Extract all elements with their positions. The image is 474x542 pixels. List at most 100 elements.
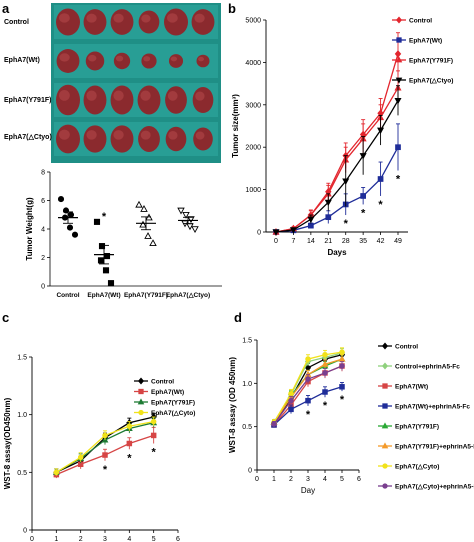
legend-label: Control: [151, 378, 174, 385]
y-tick-label: 6: [41, 198, 45, 205]
tumor: [193, 127, 213, 151]
x-tick-label: 3: [103, 536, 107, 542]
legend-label: Control: [395, 343, 418, 350]
data-point: [338, 355, 346, 362]
y-tick-label: 1.5: [242, 338, 252, 345]
chart-tumor-size: 0 1000 2000 3000 4000 5000 0 7 14 21 28 35 42 49 Days T…: [231, 16, 453, 257]
tumor-highlight: [59, 13, 70, 23]
tumor: [168, 54, 184, 68]
data-point: [71, 231, 79, 238]
tumor: [191, 9, 215, 35]
y-tick-label: 3000: [245, 102, 261, 109]
legend-label: Control: [409, 17, 432, 24]
legend-marker: [382, 483, 388, 489]
legend-marker: [381, 422, 389, 429]
legend-label: EphA7(Y791F): [395, 423, 439, 430]
legend-label: EphA7(△Cyto): [395, 463, 439, 470]
legend-marker: [382, 463, 388, 469]
x-tick-label: 5: [340, 476, 344, 483]
y-tick-label: 1000: [245, 187, 261, 194]
photo-row-band: [54, 83, 218, 117]
tumor: [110, 9, 134, 35]
tumor-highlight: [140, 90, 151, 101]
tumor: [165, 126, 187, 152]
data-point: [305, 376, 311, 382]
tumor: [110, 125, 134, 153]
x-tick-label: 2: [289, 476, 293, 483]
data-point: [102, 267, 110, 274]
data-point: [288, 390, 294, 397]
significance-star: *: [340, 394, 345, 406]
data-point: [97, 257, 105, 264]
data-point: [339, 349, 345, 355]
y-tick-label: 1.0: [17, 412, 27, 419]
series-line: [275, 87, 399, 233]
tumor: [141, 53, 157, 69]
significance-star: *: [323, 400, 328, 412]
tumor-grid: [54, 5, 218, 156]
data-point: [377, 127, 385, 135]
y-tick-label: 0: [248, 468, 252, 475]
tumor: [138, 10, 160, 34]
panel-label-b: b: [228, 1, 236, 16]
legend-marker: [396, 37, 402, 43]
tumor-highlight: [143, 56, 151, 62]
x-tick-label: 0: [30, 536, 34, 542]
data-point: [139, 220, 147, 228]
y-tick-label: 2000: [245, 145, 261, 152]
tumor: [165, 86, 187, 114]
tumor-highlight: [167, 13, 178, 23]
data-point: [150, 418, 157, 425]
y-axis-label: WST-8 assay (OD 450nm): [228, 357, 237, 453]
legend-marker: [137, 377, 145, 385]
data-point: [272, 229, 280, 236]
tumor: [56, 49, 80, 73]
panel-label-c: c: [2, 310, 9, 325]
tumor-highlight: [194, 13, 205, 23]
tumor: [137, 85, 161, 115]
data-point: [191, 226, 199, 234]
data-point: [187, 216, 195, 224]
data-point: [308, 222, 314, 229]
legend-label: EphA7(Wt): [151, 389, 184, 396]
data-point: [53, 469, 60, 476]
tumor-highlight: [59, 90, 70, 101]
tumor: [83, 85, 107, 115]
y-axis-label: Tumor size(mm³): [231, 94, 240, 158]
significance-star: *: [152, 447, 157, 459]
legend-marker: [138, 409, 144, 416]
tumor-highlight: [198, 56, 204, 62]
legend-marker: [138, 388, 144, 395]
legend-marker: [382, 403, 388, 409]
legend-marker: [382, 383, 388, 389]
tumor-highlight: [113, 90, 124, 101]
photo-row-label-y791f: EphA7(Y791F): [4, 97, 51, 104]
data-point: [77, 454, 84, 461]
data-point: [102, 452, 108, 458]
data-point: [126, 423, 133, 429]
data-point: [182, 211, 190, 219]
data-point: [271, 421, 277, 427]
data-point: [322, 370, 328, 376]
photo-row-label-dcyto: EphA7(△Ctyo): [4, 134, 52, 141]
legend-label: EphA7(Y791F)+ephrinA5-Fc: [395, 443, 474, 450]
x-tick-label: 0: [255, 476, 259, 483]
data-point: [289, 227, 297, 234]
tumor-highlight: [195, 91, 205, 101]
chart-wst8-d: 0 0.5 1.0 1.5 0 1 2 3 4 5 6 Day WST-8 assay (OD 450n…: [228, 338, 474, 496]
data-point: [394, 97, 402, 105]
y-tick-label: 0: [41, 284, 45, 291]
tumor: [196, 54, 210, 68]
data-point: [102, 432, 108, 439]
tumor: [113, 52, 131, 70]
x-tick-label: 5: [152, 536, 156, 542]
x-tick-label: 42: [377, 238, 385, 245]
significance-star: *: [103, 464, 108, 476]
tumor-highlight: [59, 53, 70, 62]
legend-label: EphA7(Y791F): [151, 399, 195, 406]
data-point: [93, 218, 101, 225]
x-tick-label: 2: [79, 536, 83, 542]
significance-star: *: [378, 199, 383, 211]
tumor: [110, 85, 134, 115]
tumor: [56, 8, 80, 36]
